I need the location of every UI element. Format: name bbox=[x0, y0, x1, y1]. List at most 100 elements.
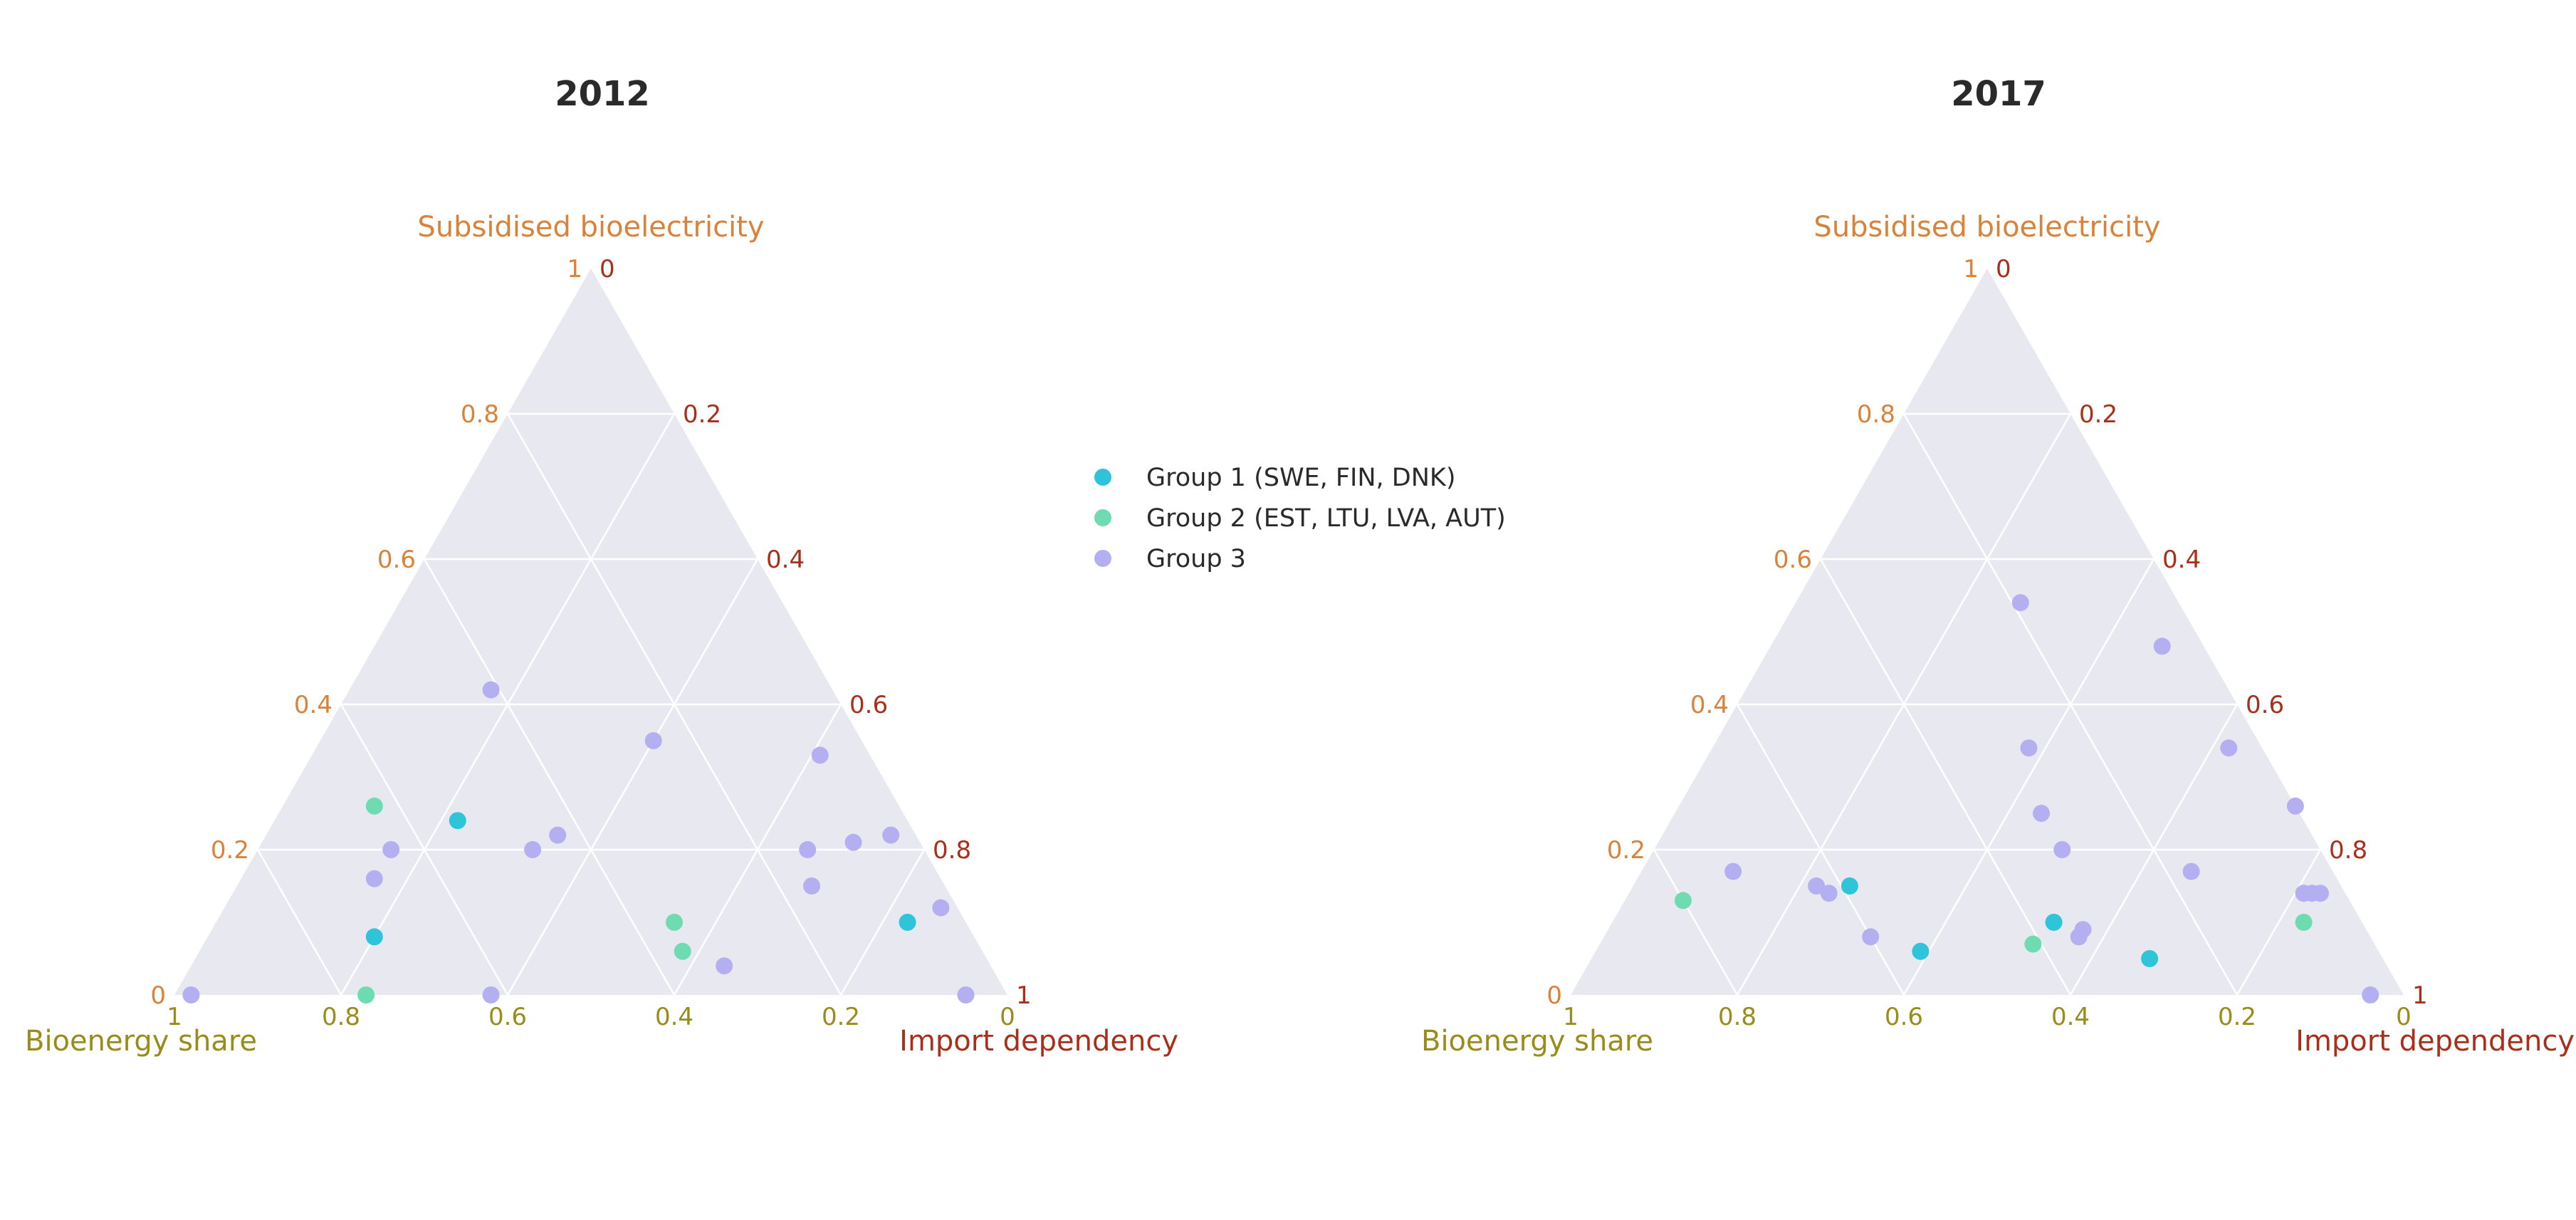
gridline-b bbox=[1736, 704, 1905, 996]
ternary-tick-labels: 0 0 0 0.2 0.2 0.2 0.4 0.4 0.4 0.6 0.6 0.6 0.8 0.8 0.8 1… bbox=[1546, 255, 2427, 1031]
tick-label-a: 1 bbox=[1963, 255, 1979, 283]
data-point bbox=[449, 812, 466, 830]
data-point bbox=[2220, 739, 2238, 757]
data-point bbox=[2141, 950, 2159, 967]
data-point bbox=[799, 841, 817, 858]
tick-label-c: 0.6 bbox=[2246, 691, 2284, 719]
data-point bbox=[2020, 739, 2038, 757]
tick-label-c: 0.8 bbox=[933, 836, 971, 865]
tick-label-a: 0.6 bbox=[377, 546, 416, 574]
tick-label-c: 0.4 bbox=[766, 546, 805, 574]
ternary-gridlines bbox=[1653, 412, 2322, 996]
data-point bbox=[2011, 594, 2029, 612]
tick-label-b: 0.4 bbox=[655, 1003, 693, 1031]
data-point bbox=[716, 957, 733, 975]
series-g2 bbox=[1674, 892, 2313, 953]
chart-title: 2012 bbox=[555, 74, 650, 114]
ternary-tick-labels: 0 0 0 0.2 0.2 0.2 0.4 0.4 0.4 0.6 0.6 0.6 0.8 0.8 0.8 1… bbox=[150, 255, 1031, 1031]
data-point bbox=[1862, 928, 1880, 946]
tick-label-a: 0.8 bbox=[461, 400, 499, 429]
tick-label-b: 0.8 bbox=[1718, 1003, 1756, 1031]
gridline-c bbox=[506, 558, 759, 996]
data-point bbox=[2295, 914, 2313, 931]
tick-label-a: 0.2 bbox=[1607, 836, 1645, 865]
gridline-b bbox=[256, 849, 342, 996]
tick-label-c: 0 bbox=[1996, 255, 2011, 283]
data-point bbox=[2362, 986, 2379, 1003]
data-point bbox=[2033, 805, 2051, 822]
tick-label-b: 0 bbox=[2396, 1003, 2412, 1031]
tick-label-b: 0.2 bbox=[2218, 1003, 2256, 1031]
chart-title: 2017 bbox=[1951, 74, 2046, 114]
data-point bbox=[2312, 885, 2329, 902]
data-point bbox=[2286, 797, 2304, 815]
tick-label-b: 1 bbox=[167, 1003, 182, 1031]
ternary-gridlines bbox=[256, 412, 926, 996]
gridline-c bbox=[839, 849, 926, 996]
data-point bbox=[1841, 877, 1858, 895]
tick-label-a: 0 bbox=[1546, 981, 1562, 1010]
tick-label-c: 0.2 bbox=[683, 400, 721, 429]
gridline-b bbox=[423, 558, 676, 996]
legend: Group 1 (SWE, FIN, DNK) Group 2 (EST, LTU… bbox=[1094, 464, 1506, 573]
data-point bbox=[482, 681, 500, 699]
data-point bbox=[365, 928, 383, 946]
data-point bbox=[2070, 928, 2088, 946]
tick-label-a: 0.2 bbox=[211, 836, 249, 865]
tick-label-b: 0.6 bbox=[1885, 1003, 1923, 1031]
data-point bbox=[899, 914, 916, 931]
series-g3 bbox=[1724, 594, 2379, 1003]
gridline-c bbox=[2236, 849, 2322, 996]
tick-label-b: 0.4 bbox=[2051, 1003, 2090, 1031]
data-point bbox=[1808, 877, 1826, 895]
axis-title-a: Subsidised bioelectricity bbox=[1813, 211, 2160, 244]
data-point bbox=[549, 826, 567, 844]
data-point bbox=[932, 899, 950, 917]
tick-label-c: 1 bbox=[1016, 981, 1032, 1010]
tick-label-b: 1 bbox=[1563, 1003, 1578, 1031]
tick-label-b: 0.6 bbox=[488, 1003, 527, 1031]
data-point bbox=[382, 841, 400, 858]
data-point bbox=[1674, 892, 1692, 909]
tick-label-a: 0.4 bbox=[1690, 691, 1729, 719]
data-point bbox=[524, 841, 542, 858]
series-g2 bbox=[357, 797, 691, 1003]
data-point bbox=[482, 986, 500, 1003]
axis-title-b: Bioenergy share bbox=[25, 1025, 257, 1058]
data-point bbox=[811, 746, 829, 764]
tick-label-b: 0 bbox=[1000, 1003, 1015, 1031]
tick-label-a: 0.4 bbox=[294, 691, 333, 719]
gridline-c bbox=[2069, 704, 2239, 996]
tick-label-c: 0.6 bbox=[849, 691, 888, 719]
tick-label-b: 0.2 bbox=[822, 1003, 860, 1031]
data-point bbox=[2053, 841, 2071, 858]
ternary-plot-area bbox=[174, 268, 1007, 995]
tick-label-b: 0.8 bbox=[322, 1003, 360, 1031]
data-point bbox=[666, 914, 683, 931]
gridline-b bbox=[1819, 558, 2072, 996]
gridline-c bbox=[1902, 558, 2155, 996]
data-point bbox=[644, 732, 662, 749]
tick-label-c: 0.4 bbox=[2162, 546, 2201, 574]
tick-label-c: 0 bbox=[600, 255, 615, 283]
axis-title-c: Import dependency bbox=[2295, 1025, 2575, 1058]
tick-label-a: 0 bbox=[150, 981, 166, 1010]
legend-label-g2: Group 2 (EST, LTU, LVA, AUT) bbox=[1146, 504, 1506, 533]
data-point bbox=[2024, 935, 2042, 953]
axis-title-a: Subsidised bioelectricity bbox=[417, 211, 764, 244]
legend-label-g3: Group 3 bbox=[1146, 545, 1246, 573]
data-point bbox=[1912, 942, 1930, 960]
tick-label-c: 1 bbox=[2412, 981, 2428, 1010]
tick-label-c: 0.2 bbox=[2079, 400, 2117, 429]
legend-marker-g2 bbox=[1094, 509, 1111, 526]
data-point bbox=[882, 826, 900, 844]
data-point bbox=[803, 877, 821, 895]
ternary-panel-2017: 2017 0 0 0 0.2 0.2 0.2 0.4 0.4 0.4 0.6 0.6 0.6 0.8 0.8… bbox=[1421, 74, 2575, 1058]
axis-title-c: Import dependency bbox=[899, 1025, 1178, 1058]
data-point bbox=[2045, 914, 2063, 931]
series-g1 bbox=[365, 812, 916, 946]
tick-label-a: 0.8 bbox=[1857, 400, 1895, 429]
data-point bbox=[365, 797, 383, 815]
series-g1 bbox=[1841, 877, 2159, 967]
